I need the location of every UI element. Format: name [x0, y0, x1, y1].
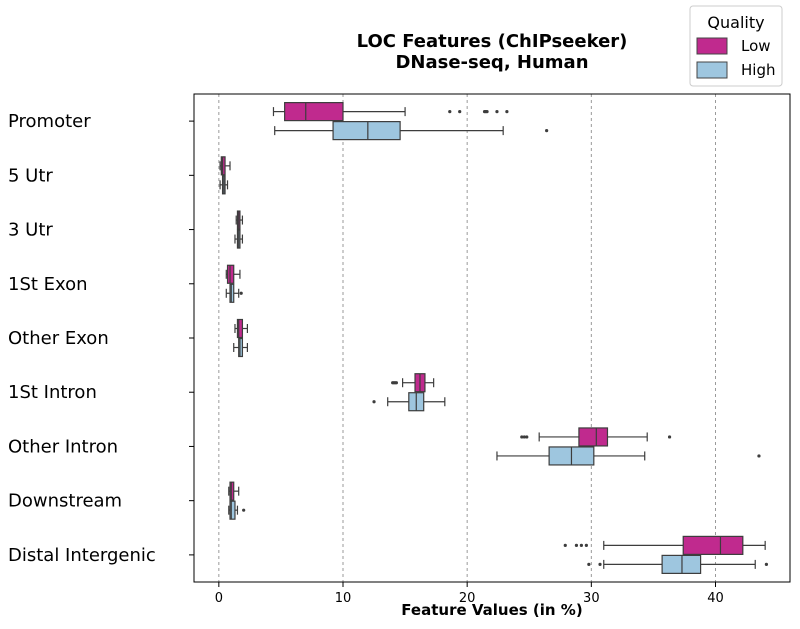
box-high [219, 175, 229, 195]
outlier-point [522, 435, 526, 439]
x-tick-label: 30 [583, 591, 600, 606]
legend-label-high: High [741, 61, 775, 79]
box-low [272, 102, 509, 122]
box-high [372, 392, 446, 412]
y-tick-label: Other Exon [8, 328, 109, 349]
y-axis: Promoter 5 Utr 3 Utr 1St Exon Other Exon 1St … [8, 111, 194, 566]
legend-title: Quality [707, 13, 764, 32]
outlier-point [579, 543, 584, 547]
x-tick-label: 20 [459, 591, 476, 606]
outlier-point [757, 454, 761, 458]
box-iqr [238, 337, 244, 358]
y-tick-label: Promoter [8, 111, 91, 132]
y-tick-label: Other Intron [8, 436, 118, 457]
legend: Quality Low High [689, 5, 783, 87]
outlier-point [505, 110, 509, 114]
box-iqr [220, 156, 226, 176]
legend-swatch-high [696, 61, 728, 79]
plot-frame [193, 93, 791, 583]
box-low [225, 264, 241, 284]
outlier-point [574, 543, 579, 547]
outlier-point [242, 508, 246, 512]
outlier-point [394, 381, 398, 385]
box-iqr [229, 481, 235, 501]
box-high [496, 446, 761, 466]
x-tick-label: 40 [707, 591, 724, 606]
box-high [228, 500, 246, 520]
x-axis-label: Feature Values (in %) [401, 601, 582, 619]
y-tick-label: 5 Utr [8, 165, 53, 186]
outlier-point [584, 543, 588, 547]
legend-swatch-low [696, 37, 728, 55]
outlier-point [239, 291, 243, 295]
outlier-point [525, 435, 529, 439]
box-iqr [284, 102, 344, 122]
y-tick-label: 1St Exon [8, 274, 88, 295]
outlier-point [667, 435, 672, 439]
box-iqr [226, 264, 235, 284]
chart-title: LOC Features (ChIPseeker) [357, 31, 628, 52]
chart-subtitle: DNase-seq, Human [395, 52, 588, 73]
box-low [234, 318, 248, 339]
box-iqr [578, 427, 609, 447]
box-iqr [682, 535, 744, 555]
y-tick-label: 3 Utr [8, 220, 53, 241]
box-low [228, 481, 240, 501]
box-iqr [229, 500, 236, 520]
outlier-point [563, 543, 567, 547]
outlier-point [587, 562, 591, 566]
box-low [563, 535, 766, 555]
box-high [274, 121, 549, 141]
box-high [234, 229, 244, 249]
outlier-point [448, 110, 452, 114]
box-iqr [332, 121, 401, 141]
x-tick-label: 10 [335, 591, 352, 606]
box-iqr [236, 318, 244, 339]
outlier-point [485, 110, 489, 114]
outlier-point [520, 435, 524, 439]
box-series [219, 102, 769, 574]
outlier-point [545, 129, 549, 133]
x-tick-label: 0 [215, 591, 223, 606]
outlier-point [598, 562, 602, 566]
y-tick-label: 1St Intron [8, 382, 97, 403]
outlier-point [495, 110, 499, 114]
box-high [233, 337, 248, 358]
box-high [587, 554, 769, 574]
outlier-point [372, 400, 376, 404]
legend-label-low: Low [741, 37, 771, 55]
box-low [391, 373, 435, 393]
x-axis: 0 10 20 30 40 [215, 582, 724, 606]
outlier-point [458, 110, 462, 114]
box-high [225, 283, 243, 303]
box-iqr [661, 554, 702, 574]
y-tick-label: Downstream [8, 491, 122, 512]
box-low [219, 156, 231, 176]
box-low [235, 210, 244, 230]
box-iqr [229, 283, 235, 303]
y-tick-label: Distal Intergenic [8, 545, 156, 566]
x-gridlines [218, 94, 716, 582]
outlier-point [764, 562, 769, 566]
box-low [520, 427, 672, 447]
